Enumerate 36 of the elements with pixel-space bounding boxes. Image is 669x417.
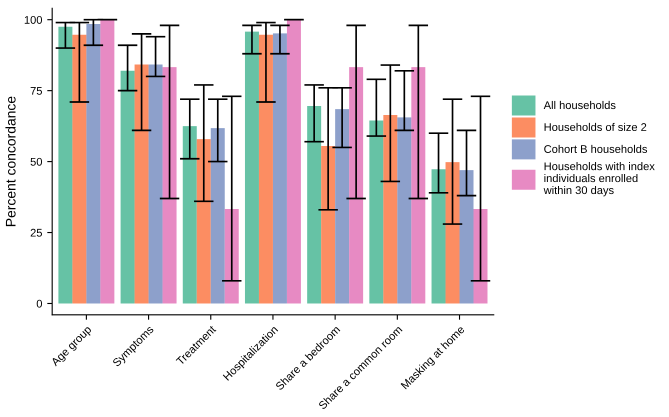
bar [397,117,412,304]
bar [86,24,100,304]
y-tick-label: 0 [36,300,42,308]
bar [72,34,86,304]
bar [349,67,364,304]
bar [134,64,149,304]
bar [120,70,135,304]
bar [432,169,446,304]
bar [369,120,384,304]
bar [258,34,273,304]
y-tick-label: 50 [30,158,42,166]
bar [244,32,259,304]
bar [58,26,72,304]
legend-label: All households [544,100,616,110]
bar [286,20,301,304]
legend-label: Cohort B households [544,144,648,153]
bar [446,162,460,304]
bar [460,170,474,304]
bar [148,64,163,304]
bar [307,106,322,304]
bar [162,67,177,304]
legend-label: Households with index individuals enrolled within 30 days [544,162,655,196]
y-tick-label: 100 [24,16,42,24]
y-tick-label: 75 [30,87,42,95]
bar [321,146,336,304]
bar [210,128,225,304]
bar [411,67,426,304]
legend-label: Households of size 2 [544,122,646,132]
bar [182,126,197,304]
y-axis-title: Percent concordance [5,96,16,226]
bar [100,20,114,304]
bar [383,115,398,304]
bar [335,109,350,304]
bar [272,33,287,304]
y-tick-label: 25 [30,228,42,237]
bar [196,139,211,304]
